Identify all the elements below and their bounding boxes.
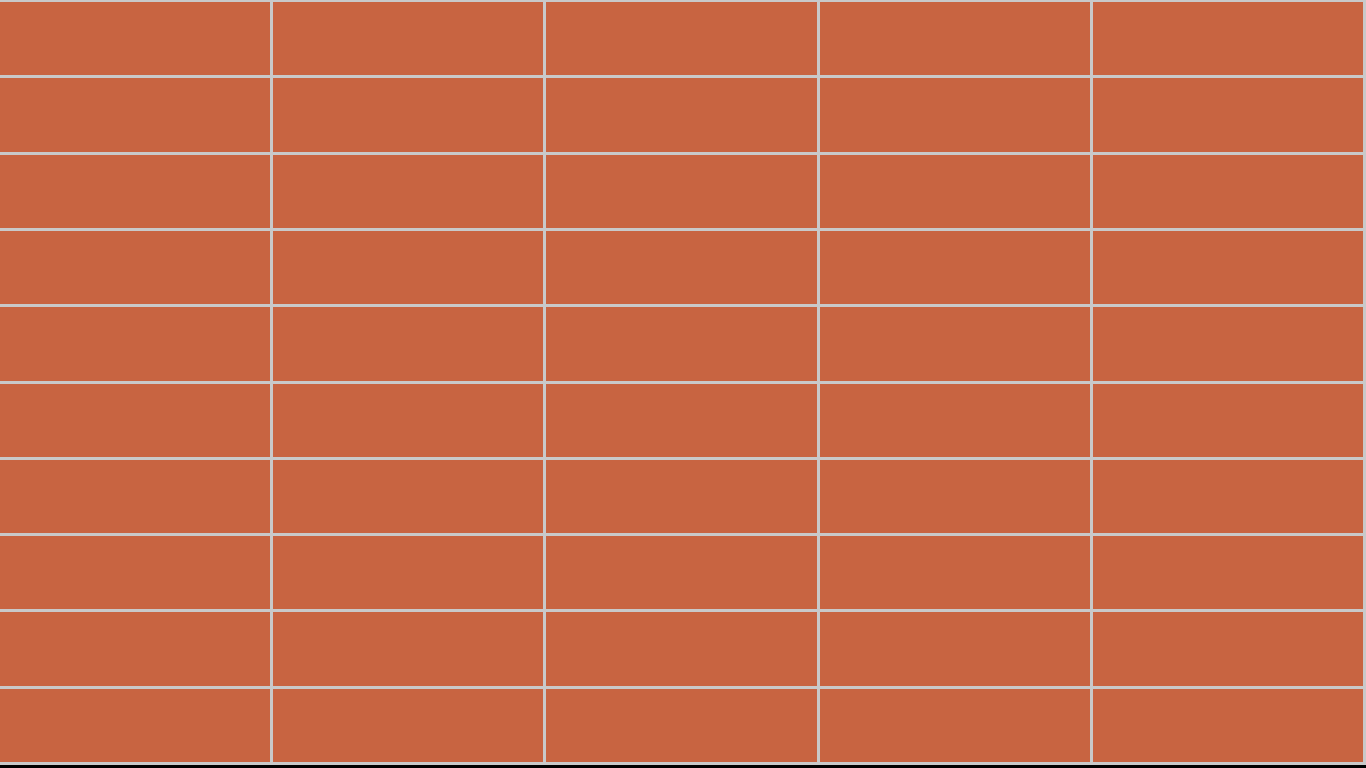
tile-r9-c5[interactable] bbox=[1092, 612, 1363, 686]
tile-r5-c3[interactable] bbox=[546, 307, 817, 381]
tile-r9-c3[interactable] bbox=[546, 612, 817, 686]
tile-r5-c5[interactable] bbox=[1092, 307, 1363, 381]
tile-r7-c1[interactable] bbox=[0, 459, 271, 534]
tile-r1-c5[interactable] bbox=[1092, 2, 1363, 76]
tile-r5-c1[interactable] bbox=[0, 307, 271, 381]
tile-r7-c2[interactable] bbox=[273, 459, 544, 534]
tile-r6-c2[interactable] bbox=[273, 383, 544, 457]
tile-r2-c5[interactable] bbox=[1092, 78, 1363, 152]
tile-r8-c5[interactable] bbox=[1092, 536, 1363, 610]
tile-r10-c5[interactable] bbox=[1092, 688, 1363, 762]
tile-r4-c3[interactable] bbox=[546, 230, 817, 305]
tile-r7-c5[interactable] bbox=[1092, 459, 1363, 534]
tile-r4-c5[interactable] bbox=[1092, 230, 1363, 305]
tile-r6-c5[interactable] bbox=[1092, 383, 1363, 457]
tile-r1-c3[interactable] bbox=[546, 2, 817, 76]
tile-r3-c5[interactable] bbox=[1092, 154, 1363, 228]
tile-r2-c3[interactable] bbox=[546, 78, 817, 152]
tile-r4-c1[interactable] bbox=[0, 230, 271, 305]
tile-r10-c4[interactable] bbox=[819, 688, 1090, 762]
tile-r8-c1[interactable] bbox=[0, 536, 271, 610]
tile-r2-c4[interactable] bbox=[819, 78, 1090, 152]
bottom-strip bbox=[0, 765, 1366, 768]
tile-r6-c1[interactable] bbox=[0, 383, 271, 457]
tile-r2-c2[interactable] bbox=[273, 78, 544, 152]
tile-r5-c4[interactable] bbox=[819, 307, 1090, 381]
tile-r4-c4[interactable] bbox=[819, 230, 1090, 305]
tile-r8-c2[interactable] bbox=[273, 536, 544, 610]
tile-r10-c2[interactable] bbox=[273, 688, 544, 762]
tile-r2-c1[interactable] bbox=[0, 78, 271, 152]
tile-r10-c1[interactable] bbox=[0, 688, 271, 762]
tile-r9-c2[interactable] bbox=[273, 612, 544, 686]
tile-r3-c4[interactable] bbox=[819, 154, 1090, 228]
tile-r6-c3[interactable] bbox=[546, 383, 817, 457]
tile-r1-c1[interactable] bbox=[0, 2, 271, 76]
tile-r1-c4[interactable] bbox=[819, 2, 1090, 76]
tile-r5-c2[interactable] bbox=[273, 307, 544, 381]
tile-r8-c4[interactable] bbox=[819, 536, 1090, 610]
tile-r7-c4[interactable] bbox=[819, 459, 1090, 534]
tile-r3-c3[interactable] bbox=[546, 154, 817, 228]
tile-r10-c3[interactable] bbox=[546, 688, 817, 762]
tile-r3-c1[interactable] bbox=[0, 154, 271, 228]
tile-r9-c4[interactable] bbox=[819, 612, 1090, 686]
tile-r9-c1[interactable] bbox=[0, 612, 271, 686]
tile-r7-c3[interactable] bbox=[546, 459, 817, 534]
tile-r6-c4[interactable] bbox=[819, 383, 1090, 457]
tile-r8-c3[interactable] bbox=[546, 536, 817, 610]
tile-r4-c2[interactable] bbox=[273, 230, 544, 305]
tile-r3-c2[interactable] bbox=[273, 154, 544, 228]
tile-r1-c2[interactable] bbox=[273, 2, 544, 76]
